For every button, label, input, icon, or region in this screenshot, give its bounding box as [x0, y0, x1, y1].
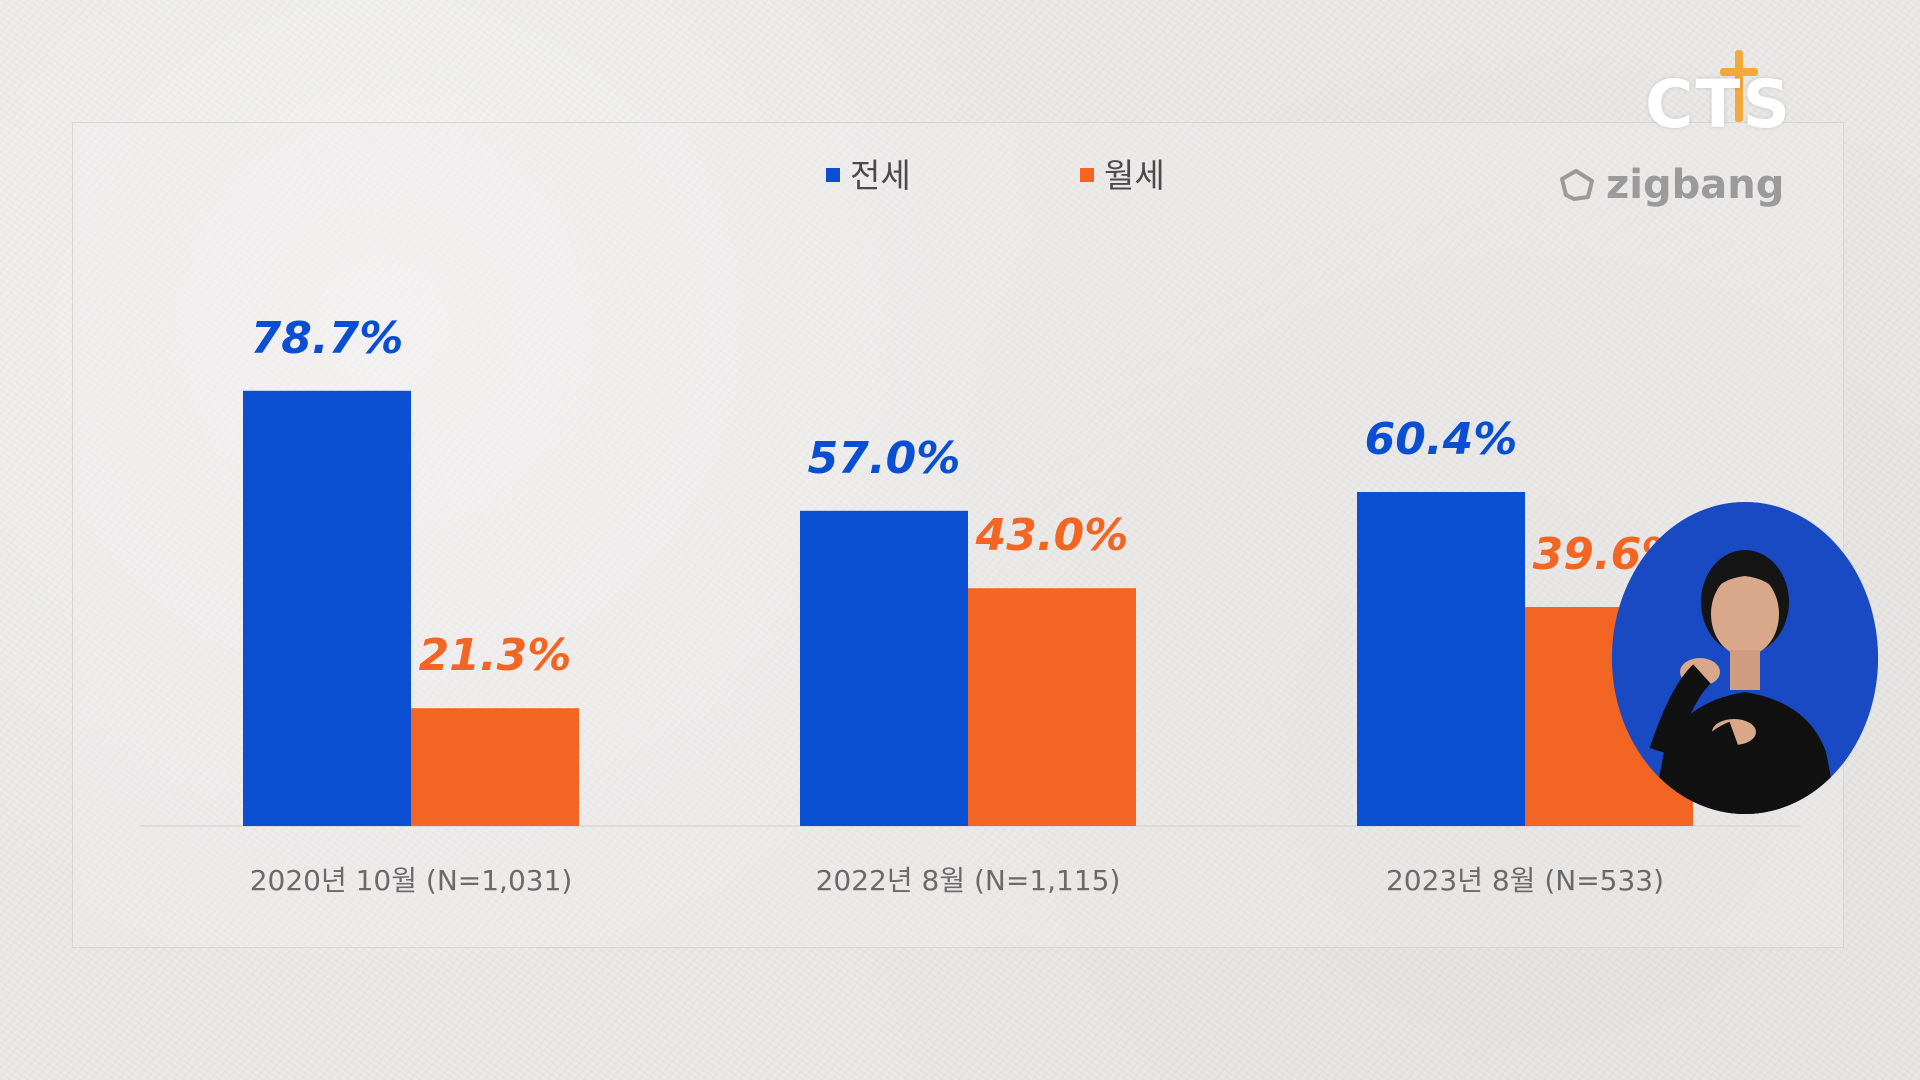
zigbang-logo-text: zigbang: [1606, 162, 1785, 208]
category-label-1: 2022년 8월 (N=1,115): [816, 864, 1121, 897]
value-label-wolse-1: 43.0%: [975, 510, 1129, 561]
value-label-jeonse-1: 57.0%: [808, 433, 961, 484]
zigbang-logo: zigbang: [1558, 160, 1784, 210]
bar-jeonse-0: [243, 390, 411, 826]
legend: 전세 월세: [826, 156, 1165, 195]
category-labels: 2020년 10월 (N=1,031) 2022년 8월 (N=1,115) 202…: [250, 864, 1664, 897]
value-label-jeonse-0: 78.7%: [251, 313, 404, 364]
value-label-jeonse-2: 60.4%: [1365, 414, 1518, 465]
sign-language-interpreter: [1612, 502, 1878, 814]
cts-logo: CTS: [1645, 58, 1790, 143]
legend-swatch-wolse: [1080, 168, 1094, 182]
cross-icon: [1720, 50, 1758, 122]
interpreter-figure: [1612, 502, 1878, 814]
legend-label-jeonse: 전세: [850, 156, 911, 195]
bar-wolse-0: [411, 708, 579, 826]
value-label-wolse-0: 21.3%: [419, 630, 572, 681]
bar-jeonse-2: [1357, 491, 1525, 826]
bar-wolse-1: [968, 588, 1136, 826]
category-label-2: 2023년 8월 (N=533): [1386, 864, 1664, 897]
bar-jeonse-1: [800, 510, 968, 826]
legend-label-wolse: 월세: [1104, 156, 1165, 195]
legend-swatch-jeonse: [826, 168, 840, 182]
category-label-0: 2020년 10월 (N=1,031): [250, 864, 573, 897]
zigbang-icon: [1560, 169, 1594, 201]
cts-logo-text: CTS: [1645, 66, 1792, 143]
